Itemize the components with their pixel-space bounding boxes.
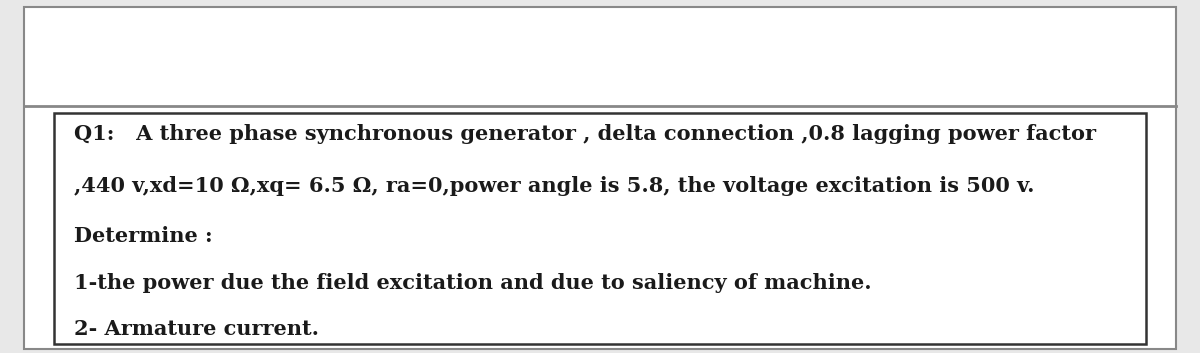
Text: Determine :: Determine : <box>74 226 214 246</box>
Text: ,440 v,xd=10 Ω,xq= 6.5 Ω, ra=0,power angle is 5.8, the voltage excitation is 500: ,440 v,xd=10 Ω,xq= 6.5 Ω, ra=0,power ang… <box>74 176 1034 197</box>
FancyBboxPatch shape <box>24 7 1176 349</box>
Text: Q1:   A three phase synchronous generator , delta connection ,0.8 lagging power : Q1: A three phase synchronous generator … <box>74 124 1097 144</box>
Text: 2- Armature current.: 2- Armature current. <box>74 319 319 340</box>
FancyBboxPatch shape <box>54 113 1146 344</box>
Text: 1-the power due the field excitation and due to saliency of machine.: 1-the power due the field excitation and… <box>74 273 872 293</box>
